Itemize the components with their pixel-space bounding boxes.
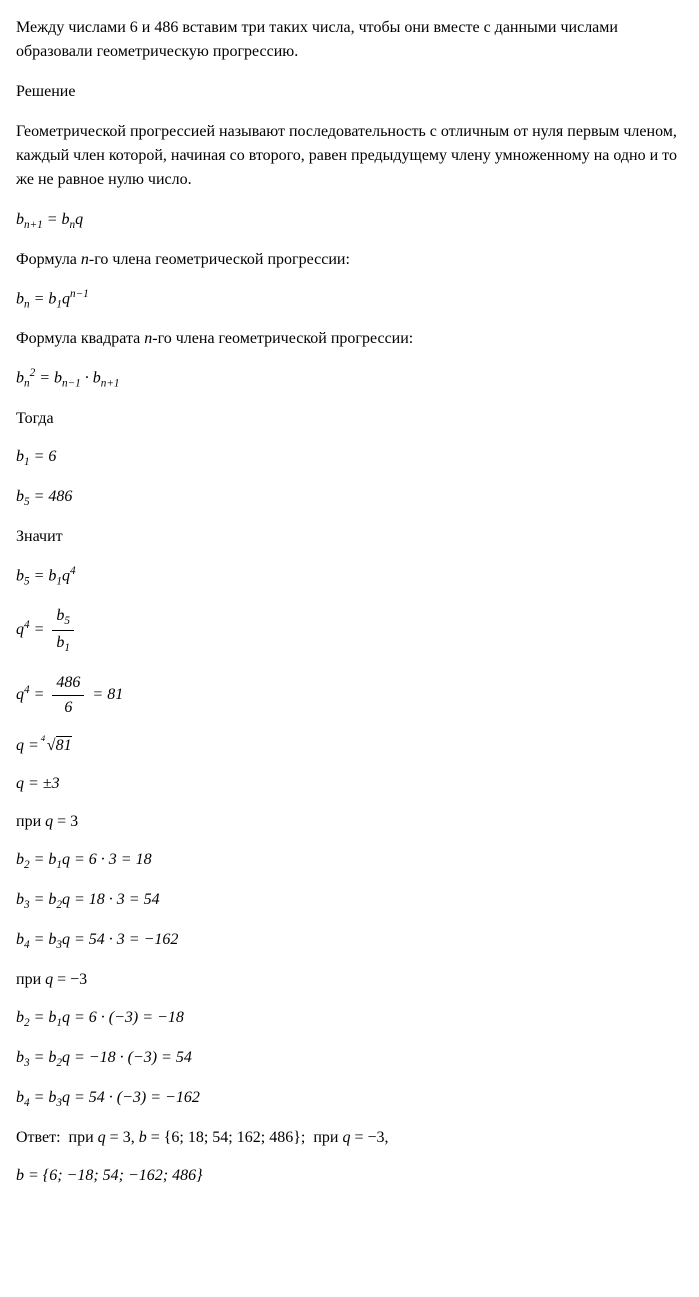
nth-formula: bn = b1qn−1 [16,286,683,313]
eq-q-root: q = √81 [16,734,683,758]
answer-line1: Ответ: при q = 3, b = {6; 18; 54; 162; 4… [16,1126,683,1150]
b1-value: b1 = 6 [16,445,683,471]
case2-b4: b4 = b3q = 54 · (−3) = −162 [16,1086,683,1112]
means-label: Значит [16,525,683,549]
then-label: Тогда [16,407,683,431]
recurrence-formula: bn+1 = bnq [16,208,683,234]
square-formula-label: Формула квадрата n-го члена геометрическ… [16,327,683,351]
solution-heading: Решение [16,80,683,104]
answer-line2: b = {6; −18; 54; −162; 486} [16,1164,683,1188]
eq-b5: b5 = b1q4 [16,563,683,590]
nth-formula-label: Формула n-го члена геометрической прогре… [16,248,683,272]
problem-statement: Между числами 6 и 486 вставим три таких … [16,16,683,64]
case2-label: при q = −3 [16,968,683,992]
case1-label: при q = 3 [16,810,683,834]
case1-b3: b3 = b2q = 18 · 3 = 54 [16,888,683,914]
b5-value: b5 = 486 [16,485,683,511]
square-formula: bn2 = bn−1 · bn+1 [16,365,683,392]
theory-definition: Геометрической прогрессией называют посл… [16,120,683,192]
eq-q4-frac: q4 = b5b1 [16,604,683,657]
eq-q4-calc: q4 = 4866 = 81 [16,671,683,720]
case1-b4: b4 = b3q = 54 · 3 = −162 [16,928,683,954]
case2-b2: b2 = b1q = 6 · (−3) = −18 [16,1006,683,1032]
eq-q-pm: q = ±3 [16,772,683,796]
case1-b2: b2 = b1q = 6 · 3 = 18 [16,848,683,874]
case2-b3: b3 = b2q = −18 · (−3) = 54 [16,1046,683,1072]
